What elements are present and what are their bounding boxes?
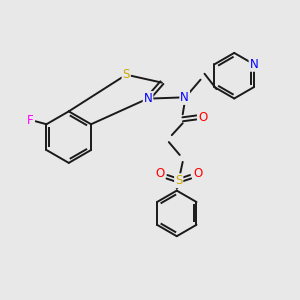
Text: O: O [155,167,164,180]
Text: O: O [198,111,207,124]
Text: S: S [175,174,182,187]
Text: N: N [144,92,152,105]
Text: O: O [193,167,202,180]
Text: F: F [27,114,34,127]
Text: S: S [122,68,130,81]
Text: N: N [250,58,258,71]
Text: N: N [180,91,189,104]
